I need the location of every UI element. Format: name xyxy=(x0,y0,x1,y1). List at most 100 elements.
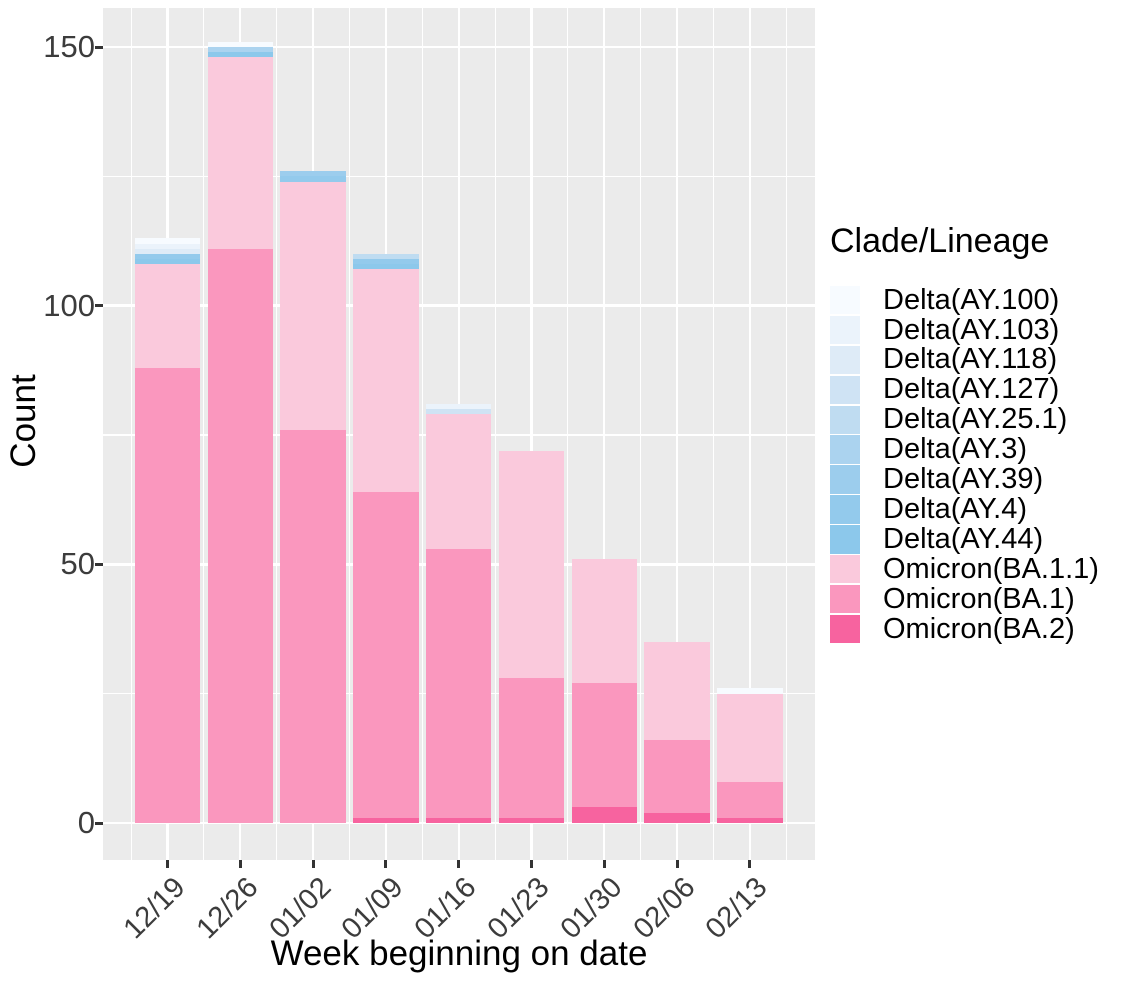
bar-segment-01/16-Delta(AY.103) xyxy=(425,403,492,410)
legend-label: Omicron(BA.1.1) xyxy=(883,552,1099,585)
y-tick-mark xyxy=(95,304,103,308)
legend-label: Delta(AY.44) xyxy=(883,522,1044,555)
legend-key-row: Delta(AY.103) xyxy=(830,313,1130,346)
y-tick-label: 100 xyxy=(43,287,95,323)
bar-segment-01/09-Delta(AY.4) xyxy=(353,259,419,265)
bar-segment-01/16-Delta(AY.127) xyxy=(425,409,492,415)
legend-swatch xyxy=(830,375,860,405)
x-tick-mark xyxy=(384,860,388,868)
bar-segment-12/19-Delta(AY.44) xyxy=(134,259,201,265)
legend-swatch xyxy=(830,405,860,434)
bar-segment-02/06-Omicron(BA.2) xyxy=(644,812,710,823)
x-tick-mark xyxy=(166,860,169,868)
x-major-gridline xyxy=(530,8,533,860)
x-tick-mark xyxy=(530,860,533,868)
legend-label: Delta(AY.3) xyxy=(883,433,1027,466)
bar-segment-02/13-Omicron(BA.1) xyxy=(717,781,783,818)
bar-segment-01/09-Delta(AY.25.1) xyxy=(353,253,419,260)
bar-segment-12/26-Delta(AY.100) xyxy=(207,41,274,47)
bar-segment-02/13-Omicron(BA.2) xyxy=(717,817,783,823)
x-major-gridline xyxy=(675,8,679,860)
x-tick-mark xyxy=(748,860,752,868)
bar-segment-01/02-Omicron(BA.1.1) xyxy=(280,181,346,430)
legend-label: Delta(AY.118) xyxy=(883,343,1058,376)
bar-segment-12/26-Omicron(BA.1) xyxy=(207,248,274,823)
bar-segment-01/09-Omicron(BA.1) xyxy=(353,491,419,818)
x-minor-gridline xyxy=(130,8,132,860)
x-minor-gridline xyxy=(203,8,205,860)
legend-swatch xyxy=(830,614,860,644)
bar-segment-01/23-Omicron(BA.2) xyxy=(498,817,565,823)
bar-segment-01/02-Omicron(BA.1) xyxy=(280,429,346,823)
bar-segment-02/06-Omicron(BA.1.1) xyxy=(644,641,710,741)
legend-key-row: Delta(AY.127) xyxy=(830,375,1130,405)
legend-swatch xyxy=(830,345,860,375)
legend-key-row: Delta(AY.25.1) xyxy=(830,403,1130,436)
x-minor-gridline xyxy=(494,8,496,860)
y-tick-label: 0 xyxy=(77,805,95,840)
y-axis-title: Count xyxy=(4,374,43,468)
legend-key-row: Omicron(BA.1) xyxy=(830,582,1130,615)
x-major-gridline xyxy=(603,8,606,860)
legend-swatch xyxy=(830,584,860,614)
bar-segment-01/30-Omicron(BA.2) xyxy=(571,807,638,823)
bar-segment-02/06-Omicron(BA.1) xyxy=(644,740,710,813)
x-minor-gridline xyxy=(348,8,351,860)
x-tick-mark xyxy=(311,860,315,868)
bar-segment-12/26-Omicron(BA.1.1) xyxy=(207,57,274,249)
legend-label: Delta(AY.39) xyxy=(883,463,1044,496)
legend-key-row: Delta(AY.118) xyxy=(830,343,1130,376)
legend-label: Omicron(BA.1) xyxy=(883,582,1075,615)
legend-swatch xyxy=(830,525,860,554)
legend-key-row: Delta(AY.3) xyxy=(830,433,1130,466)
x-minor-gridline xyxy=(712,8,715,860)
x-minor-gridline xyxy=(567,8,569,860)
bar-segment-01/09-Delta(AY.44) xyxy=(353,264,419,270)
y-tick-mark xyxy=(95,821,103,825)
legend-key-row: Omicron(BA.1.1) xyxy=(830,552,1130,585)
y-tick-label: 150 xyxy=(43,29,95,64)
bar-segment-01/09-Omicron(BA.2) xyxy=(353,817,419,823)
legend-swatch xyxy=(830,555,860,584)
bar-segment-01/30-Omicron(BA.1.1) xyxy=(571,559,638,684)
legend-key-row: Delta(AY.100) xyxy=(830,283,1130,316)
bar-segment-12/19-Delta(AY.118) xyxy=(134,248,201,254)
legend-key-row: Delta(AY.39) xyxy=(830,463,1130,496)
legend-label: Delta(AY.4) xyxy=(883,492,1027,525)
bar-segment-12/19-Delta(AY.4) xyxy=(134,253,201,260)
bar-segment-01/23-Omicron(BA.1) xyxy=(498,678,565,818)
legend-swatch xyxy=(830,315,860,345)
x-minor-gridline xyxy=(785,8,787,860)
legend-key-row: Delta(AY.4) xyxy=(830,492,1130,525)
bar-segment-12/19-Omicron(BA.1.1) xyxy=(134,264,201,368)
bar-segment-01/16-Omicron(BA.2) xyxy=(425,817,492,823)
x-minor-gridline xyxy=(640,8,642,860)
x-tick-mark xyxy=(602,860,606,868)
legend-label: Delta(AY.25.1) xyxy=(883,403,1068,436)
bar-segment-02/13-Delta(AY.100) xyxy=(717,688,783,694)
legend-label: Omicron(BA.2) xyxy=(883,612,1075,645)
legend-swatch xyxy=(830,495,860,524)
x-tick-mark xyxy=(238,860,242,868)
legend-key-row: Delta(AY.44) xyxy=(830,522,1130,555)
x-major-gridline xyxy=(748,8,752,860)
legend-swatch xyxy=(830,286,860,315)
bar-segment-01/16-Omicron(BA.1) xyxy=(425,548,492,818)
y-tick-label: 50 xyxy=(60,546,95,582)
legend-label: Delta(AY.103) xyxy=(883,313,1060,346)
bar-segment-12/19-Delta(AY.100) xyxy=(134,238,201,244)
bar-segment-01/09-Omicron(BA.1.1) xyxy=(353,269,419,492)
legend: Clade/Lineage Delta(AY.100) Delta(AY.103)… xyxy=(830,222,1130,645)
x-minor-gridline xyxy=(421,8,423,860)
bar-segment-01/02-Delta(AY.4) xyxy=(280,176,346,182)
legend-swatch xyxy=(830,435,860,464)
bar-segment-12/26-Delta(AY.44) xyxy=(207,52,274,58)
legend-title: Clade/Lineage xyxy=(830,222,1050,260)
bar-segment-12/19-Delta(AY.103) xyxy=(134,243,201,249)
bar-segment-01/02-Delta(AY.39) xyxy=(280,171,346,177)
bar-segment-02/13-Omicron(BA.1.1) xyxy=(717,693,783,782)
legend-swatch xyxy=(830,465,860,494)
legend-label: Delta(AY.100) xyxy=(883,283,1060,316)
x-tick-mark xyxy=(457,860,461,868)
legend-keys: Delta(AY.100) Delta(AY.103) Delta(AY.118) D… xyxy=(830,283,1130,645)
